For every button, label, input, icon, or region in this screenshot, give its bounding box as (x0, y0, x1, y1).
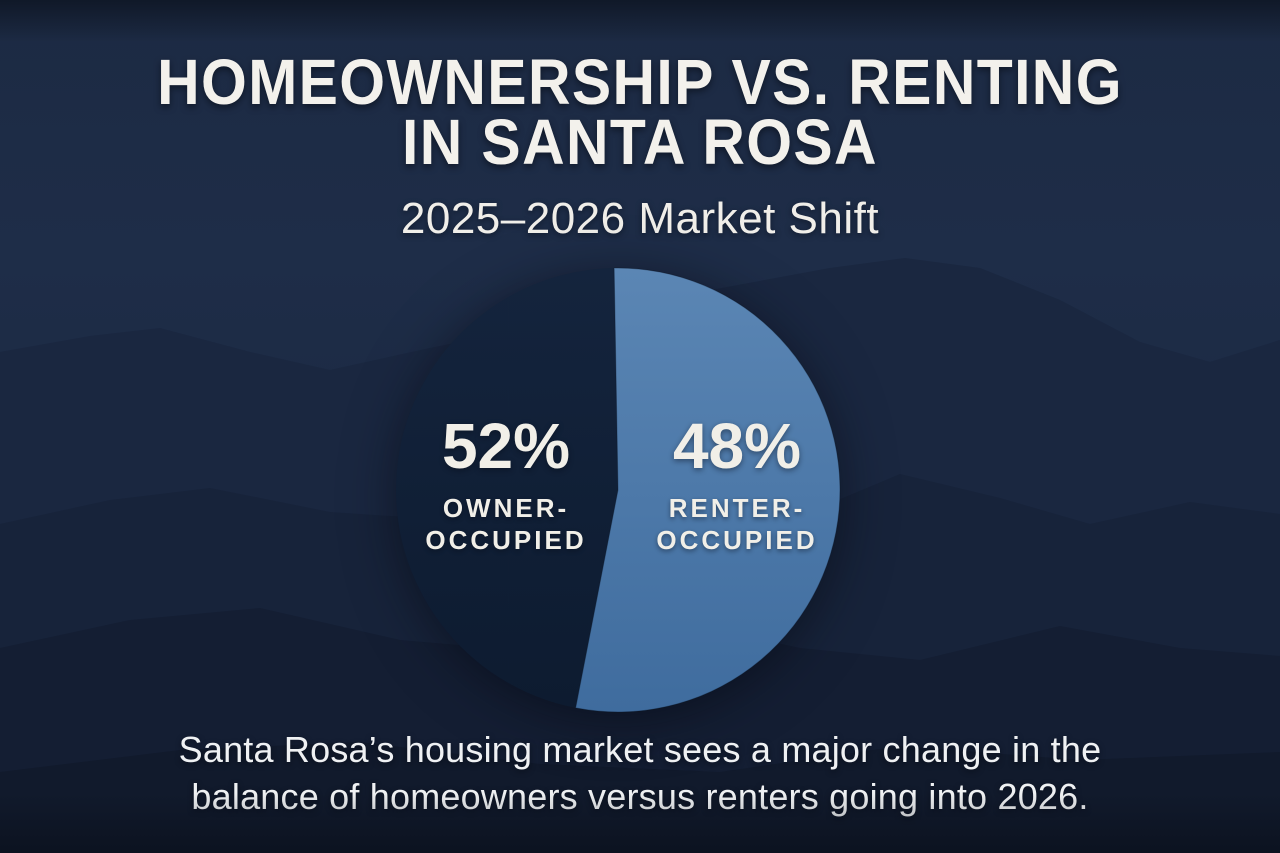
renter-category-line1: RENTER- (668, 493, 806, 523)
owner-percentage: 52% (441, 410, 571, 482)
caption-line2: balance of homeowners versus renters goi… (191, 776, 1089, 817)
renter-slice-label: 48% RENTER- OCCUPIED (656, 414, 817, 556)
caption-line1: Santa Rosa’s housing market sees a major… (178, 729, 1102, 770)
page-title-line1: HOMEOWNERSHIP VS. RENTING (157, 46, 1123, 118)
page-title-line2: IN SANTA ROSA (402, 106, 878, 178)
page-subtitle: 2025–2026 Market Shift (400, 194, 880, 243)
caption: Santa Rosa’s housing market sees a major… (0, 726, 1280, 820)
owner-category-line2: OCCUPIED (425, 525, 587, 555)
renter-percentage: 48% (672, 410, 802, 482)
owner-slice-label: 52% OWNER- OCCUPIED (425, 414, 586, 556)
owner-category-line1: OWNER- (442, 493, 570, 523)
header: HOMEOWNERSHIP VS. RENTING IN SANTA ROSA … (0, 46, 1280, 244)
renter-category-line2: OCCUPIED (656, 525, 818, 555)
